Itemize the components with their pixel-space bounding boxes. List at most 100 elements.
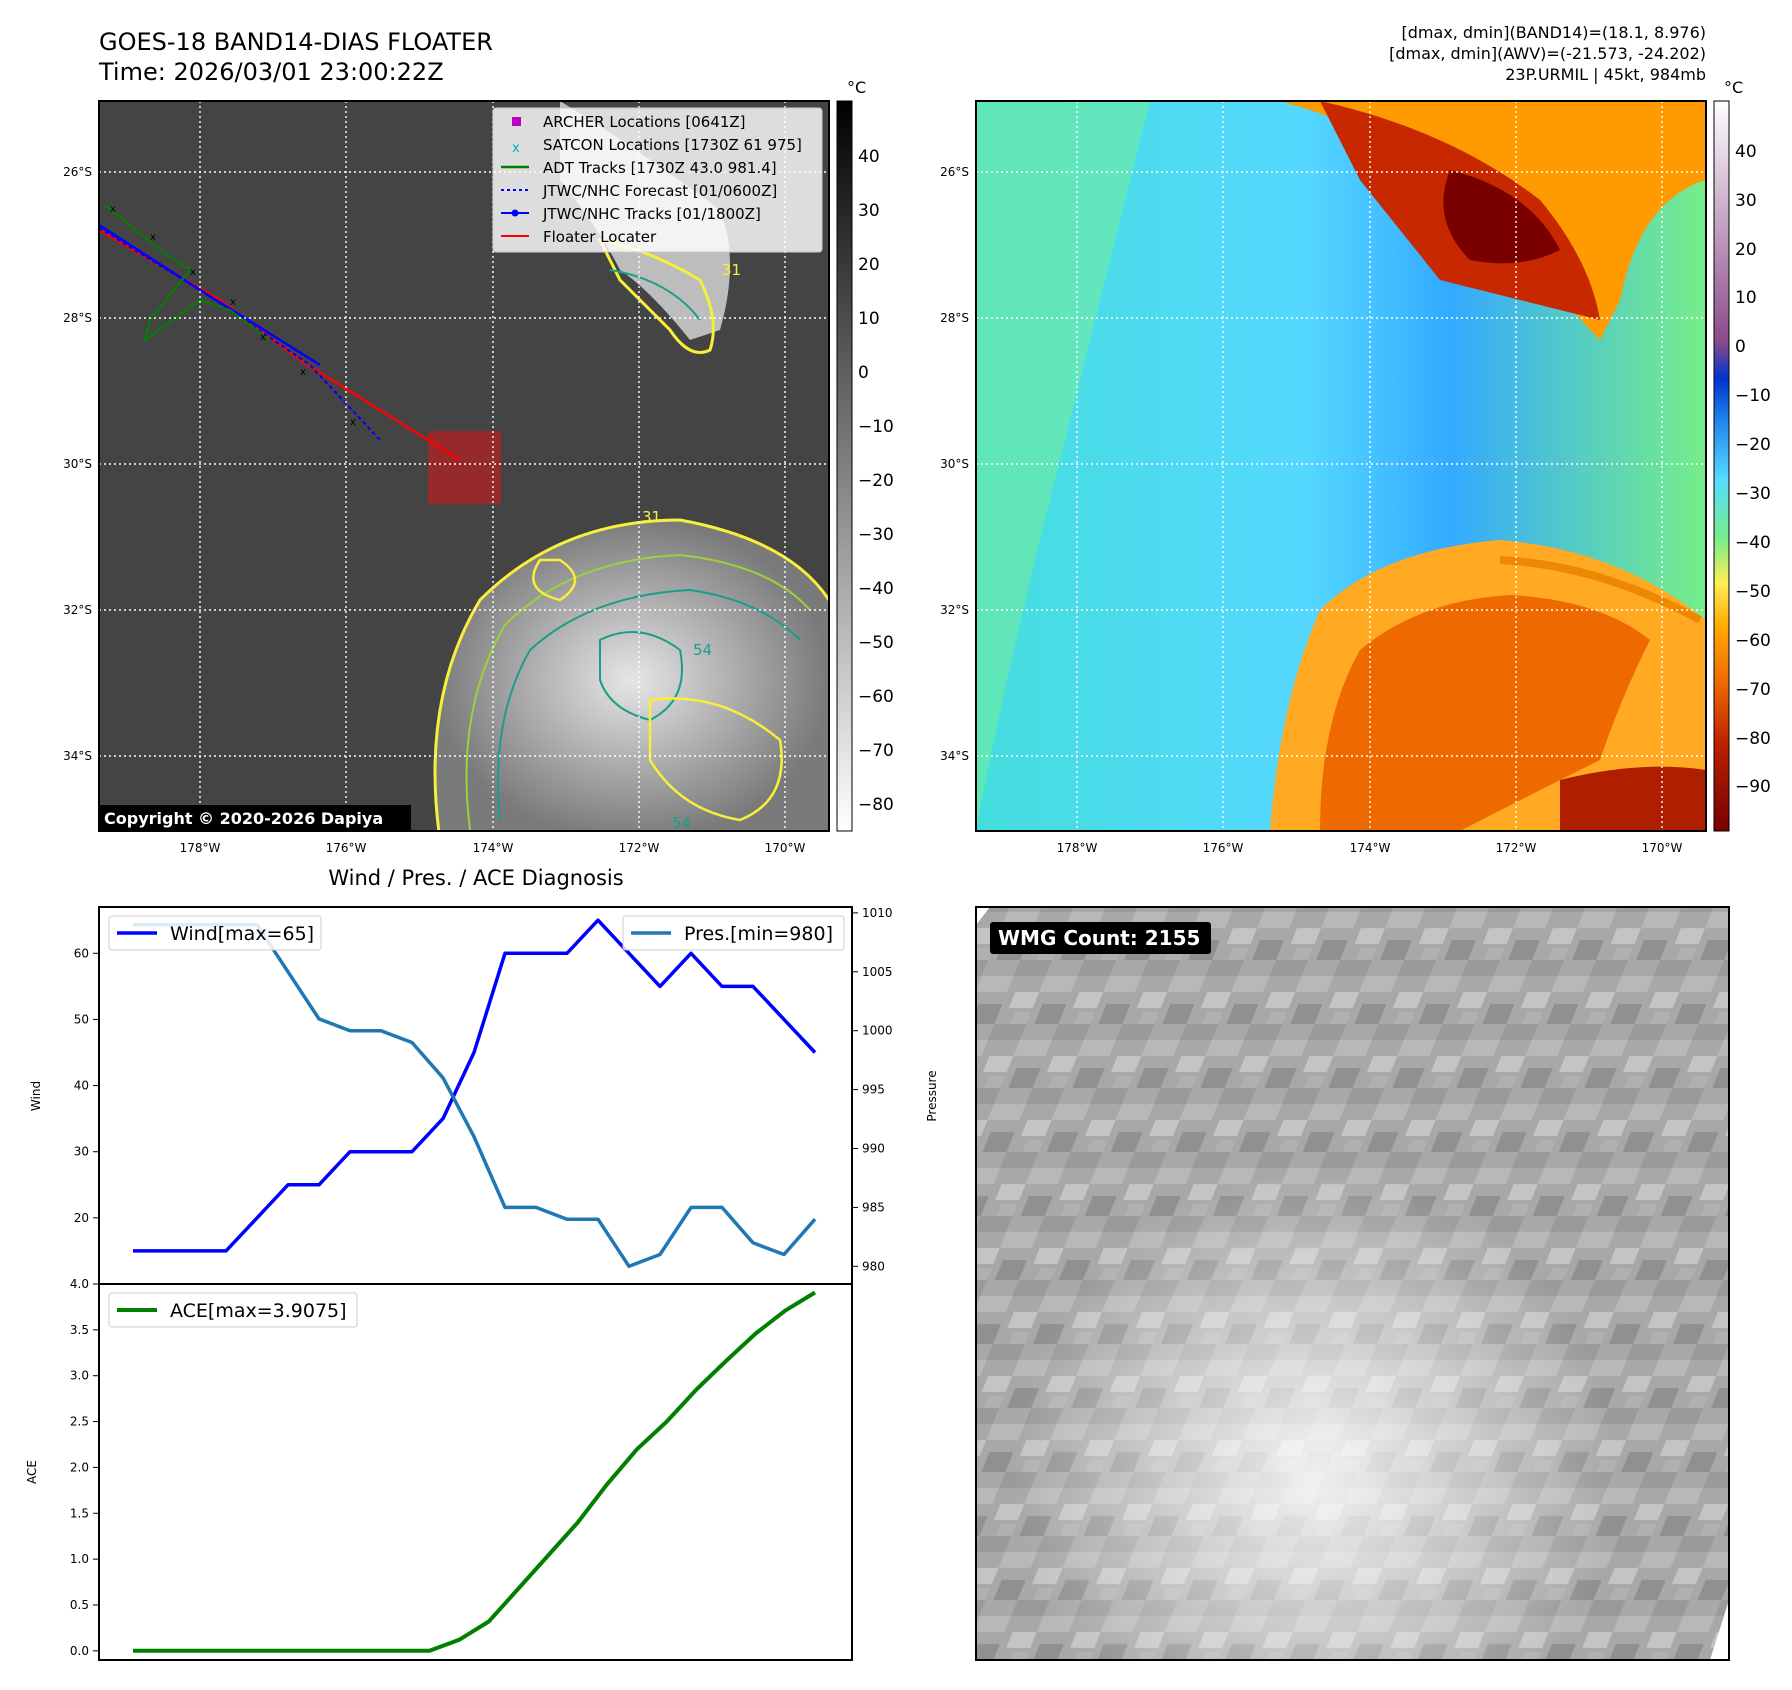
cbar-tick: 30 [1735,191,1757,211]
satcon-legend-marker: x [512,141,520,156]
cbar-tick: −10 [858,417,894,437]
lon-label: 170°W [1642,841,1683,855]
contour-label: 31 [722,261,741,279]
cbar-tick: −10 [1735,386,1771,406]
satcon-marker: x [110,204,116,215]
legend-forecast: JTWC/NHC Forecast [01/0600Z] [542,182,777,200]
contour-label: 31 [642,508,661,526]
lon-label: 178°W [1057,841,1098,855]
wind-tick-label: 30 [74,1145,89,1159]
cbar-tick: −50 [858,633,894,653]
legend-floater: Floater Locater [543,228,657,246]
gray-colorbar: °C 40 30 20 10 0 −10 −20 −30 −40 −50 −60… [836,78,894,832]
cbar-tick: 30 [858,201,880,221]
wind-tick-label: 20 [74,1211,89,1225]
ace-tick-label: 1.5 [70,1506,89,1520]
satcon-marker: x [260,332,266,343]
cbar-tick: 20 [1735,240,1757,260]
cbar-tick: −60 [1735,631,1771,651]
pressure-tick-label: 990 [862,1142,885,1156]
cbar-tick: −70 [858,741,894,761]
ace-tick-label: 3.5 [70,1323,89,1337]
pressure-tick-label: 1000 [862,1024,893,1038]
lat-label: 28°S [940,311,969,325]
satcon-marker: x [230,297,236,308]
legend-satcon: SATCON Locations [1730Z 61 975] [543,136,802,154]
awv-colorbar: °C 40 30 20 10 0 −10 −20 −30 −40 −50 −60… [1713,78,1771,832]
dmax-band14: [dmax, dmin](BAND14)=(18.1, 8.976) [1401,23,1706,42]
map-legend: x ARCHER Locations [0641Z] SATCON Locati… [492,107,823,253]
ace-tick-label: 2.0 [70,1460,89,1474]
ace-axis-label: ACE [25,1460,39,1484]
ace-legend: ACE[max=3.9075] [108,1292,358,1328]
wind-tick-label: 50 [74,1012,89,1026]
cbar-tick: −50 [1735,582,1771,602]
cbar-tick: −80 [858,795,894,815]
wind-tick-label: 60 [74,946,89,960]
cbar-tick: −40 [858,579,894,599]
ir-map: x x x x x x x 31 31 54 54 [63,100,830,855]
lat-label: 32°S [940,603,969,617]
ace-tick-label: 2.5 [70,1415,89,1429]
lon-label: 174°W [473,841,514,855]
pressure-legend: Pres.[min=980] [622,915,845,951]
satcon-marker: x [300,367,306,378]
wmg-panel: WMG Count: 2155 [975,906,1730,1661]
cbar-tick: −80 [1735,729,1771,749]
legend-tracks: JTWC/NHC Tracks [01/1800Z] [542,205,761,223]
awv-map: 26°S 28°S 30°S 32°S 34°S 178°W 176°W 174… [940,100,1707,855]
satcon-marker: x [350,417,356,428]
lat-label: 26°S [940,165,969,179]
pressure-axis-label: Pressure [925,1070,939,1121]
cbar-tick: 40 [858,147,880,167]
wind-tick-label: 40 [74,1079,89,1093]
cbar-tick: −20 [1735,435,1771,455]
wind-legend: Wind[max=65] [108,915,322,951]
lon-label: 170°W [765,841,806,855]
lon-label: 174°W [1350,841,1391,855]
lon-label: 172°W [619,841,660,855]
lat-label: 26°S [63,165,92,179]
cbar-tick: −30 [858,525,894,545]
cbar-tick: 10 [858,309,880,329]
lon-label: 172°W [1496,841,1537,855]
ace-legend-label: ACE[max=3.9075] [170,1300,347,1322]
cbar-tick: −60 [858,687,894,707]
cbar-tick: −30 [1735,484,1771,504]
ace-tick-label: 3.0 [70,1369,89,1383]
cbar-tick: −40 [1735,533,1771,553]
pressure-tick-label: 995 [862,1083,885,1097]
figure-time: Time: 2026/03/01 23:00:22Z [98,58,444,86]
contour-label: 54 [672,814,691,832]
storm-info: 23P.URMIL | 45kt, 984mb [1505,65,1706,84]
figure-title: GOES-18 BAND14-DIAS FLOATER [99,28,493,56]
legend-adt: ADT Tracks [1730Z 43.0 981.4] [543,159,777,177]
ace-series-line [133,1290,817,1653]
wind-axis-label: Wind [29,1081,43,1111]
cbar-tick: 0 [858,363,869,383]
ace-chart: 0.0 0.5 1.0 1.5 2.0 2.5 3.0 3.5 4.0 ACE ACE[max=… [25,1277,853,1661]
cbar-tick: 20 [858,255,880,275]
lat-label: 34°S [63,749,92,763]
cbar-tick: 0 [1735,337,1746,357]
cbar-tick: −70 [1735,680,1771,700]
ace-tick-label: 0.0 [70,1644,89,1658]
lon-label: 176°W [1203,841,1244,855]
pressure-tick-label: 980 [862,1259,885,1273]
satcon-marker: x [150,232,156,243]
cbar-tick: 40 [1735,142,1757,162]
lat-label: 32°S [63,603,92,617]
cbar-tick: −20 [858,471,894,491]
diagnosis-title: Wind / Pres. / ACE Diagnosis [328,866,623,890]
pressure-tick-label: 1005 [862,965,893,979]
lat-label: 30°S [63,457,92,471]
wmg-count-label: WMG Count: 2155 [998,926,1200,950]
copyright-label: Copyright © 2020-2026 Dapiya [104,809,383,828]
pressure-tick-label: 1010 [862,906,893,920]
pressure-legend-label: Pres.[min=980] [684,923,833,945]
ace-tick-label: 4.0 [70,1277,89,1291]
wind-pressure-chart: 20 30 40 50 60 980 985 990 995 1000 1005 1010 Wind… [29,906,939,1285]
colorbar-unit: °C [847,78,866,97]
pressure-tick-label: 985 [862,1200,885,1214]
